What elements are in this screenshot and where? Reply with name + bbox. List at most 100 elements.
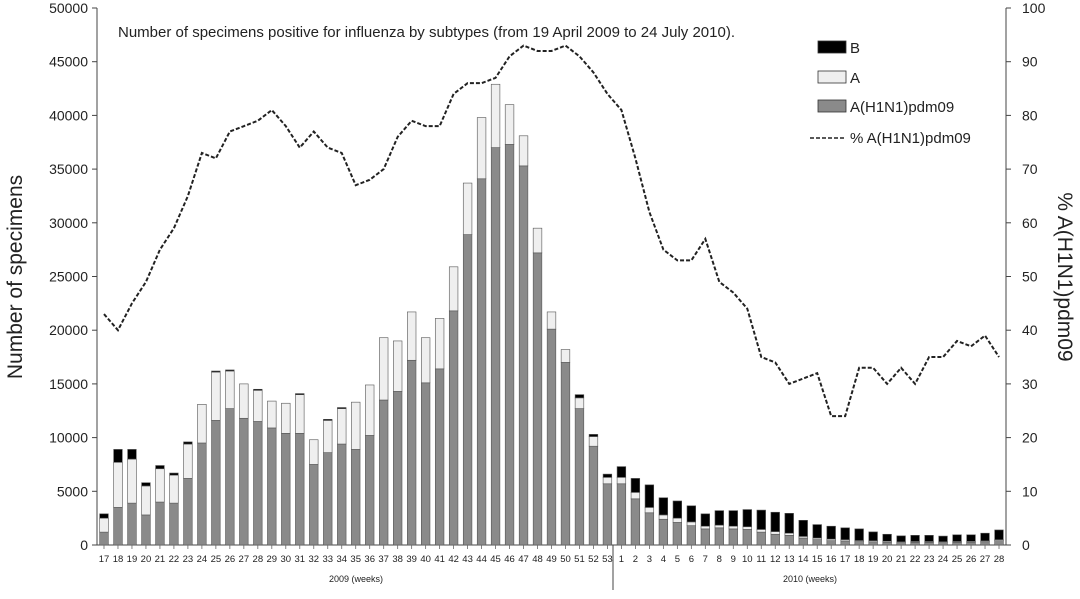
bar-h1n1pdm09 [574, 408, 585, 546]
bar-b [323, 419, 333, 421]
bar-a [113, 461, 123, 508]
bar-h1n1pdm09 [868, 541, 878, 546]
bar-a [546, 311, 557, 330]
bar-h1n1pdm09 [700, 528, 710, 546]
year-label-2010: 2010 (weeks) [783, 574, 837, 584]
bar-b [854, 528, 864, 541]
bar-b [127, 449, 137, 460]
legend-swatch-h1n1 [817, 99, 847, 113]
bar-h1n1pdm09 [337, 443, 347, 546]
bar-h1n1pdm09 [99, 531, 109, 546]
x-tick-label: 40 [420, 554, 431, 565]
y2-tick-label: 0 [1022, 537, 1030, 553]
bar-b [994, 529, 1004, 540]
y-tick-label: 50000 [49, 0, 88, 16]
x-tick-label: 22 [910, 554, 921, 565]
bar-a [602, 477, 613, 485]
x-tick-label: 18 [854, 554, 865, 565]
bar-b [924, 535, 934, 542]
x-tick-label: 21 [896, 554, 907, 565]
bar-b [155, 465, 165, 470]
x-tick-label: 12 [770, 554, 781, 565]
x-tick-label: 1 [619, 554, 624, 565]
bar-h1n1pdm09 [980, 541, 990, 546]
bar-h1n1pdm09 [113, 507, 123, 546]
bar-h1n1pdm09 [183, 478, 193, 546]
bar-b [714, 510, 724, 526]
y2-tick-label: 80 [1022, 107, 1038, 123]
x-tick-label: 36 [364, 554, 375, 565]
x-tick-label: 26 [225, 554, 236, 565]
bar-a [518, 135, 529, 167]
y-tick-label: 0 [80, 537, 88, 553]
y-tick-label: 45000 [49, 54, 88, 70]
bar-h1n1pdm09 [910, 542, 920, 546]
bar-a [295, 394, 305, 434]
y-tick-label: 30000 [49, 215, 88, 231]
bar-b [840, 527, 850, 540]
bar-a [490, 83, 501, 148]
bar-h1n1pdm09 [518, 165, 529, 546]
bar-h1n1pdm09 [351, 449, 361, 546]
x-tick-label: 32 [308, 554, 319, 565]
bar-h1n1pdm09 [407, 359, 417, 546]
percent-line [103, 44, 1000, 418]
bar-a [560, 349, 571, 363]
bar-b [141, 482, 151, 487]
bar-b [938, 535, 948, 542]
bar-b [952, 534, 962, 542]
bar-h1n1pdm09 [966, 541, 976, 546]
percent-line-group [103, 44, 1000, 418]
x-tick-label: 7 [703, 554, 708, 565]
bar-a [672, 517, 683, 523]
bar-h1n1pdm09 [141, 514, 151, 546]
bar-h1n1pdm09 [798, 537, 808, 546]
bar-a [770, 531, 780, 535]
bar-h1n1pdm09 [994, 540, 1004, 546]
x-tick-label: 45 [490, 554, 501, 565]
bar-b [868, 531, 878, 542]
left-y-ticks: 0 5000 10000 15000 20000 25000 30000 35000 40000… [49, 0, 97, 553]
x-tick-label: 4 [661, 554, 666, 565]
bar-a [686, 521, 696, 526]
legend-label-h1n1: A(H1N1)pdm09 [850, 99, 954, 116]
x-tick-label: 9 [731, 554, 736, 565]
bar-a [532, 227, 543, 254]
x-tick-label: 11 [756, 554, 766, 565]
y2-tick-label: 70 [1022, 161, 1038, 177]
bar-h1n1pdm09 [560, 362, 571, 546]
x-tick-label: 50 [560, 554, 571, 565]
x-tick-label: 29 [267, 554, 278, 565]
x-tick-label: 25 [952, 554, 963, 565]
bar-b [770, 511, 780, 532]
x-tick-label: 39 [406, 554, 417, 565]
bar-b [882, 533, 892, 542]
bar-h1n1pdm09 [504, 144, 515, 546]
x-tick-label: 23 [924, 554, 935, 565]
legend-label-a: A [850, 70, 860, 87]
x-tick-label: 3 [647, 554, 652, 565]
x-tick-label: 51 [574, 554, 585, 565]
x-tick-label: 5 [675, 554, 680, 565]
bar-a [714, 524, 724, 529]
bar-h1n1pdm09 [616, 483, 627, 546]
legend-label-percent: % A(H1N1)pdm09 [850, 130, 971, 147]
x-tick-label: 41 [434, 554, 445, 565]
x-tick-label: 17 [840, 554, 851, 565]
bar-b [686, 505, 696, 523]
x-tick-label: 37 [378, 554, 389, 565]
bar-a [169, 474, 179, 504]
bar-a [630, 492, 641, 500]
bar-h1n1pdm09 [155, 501, 165, 546]
x-tick-label: 20 [141, 554, 152, 565]
y2-tick-label: 20 [1022, 430, 1038, 446]
bar-h1n1pdm09 [952, 542, 962, 546]
x-tick-label: 26 [966, 554, 977, 565]
bar-b [588, 434, 599, 437]
bar-a [407, 311, 417, 361]
bar-h1n1pdm09 [714, 527, 724, 546]
bar-a [267, 400, 277, 429]
x-tick-label: 18 [113, 554, 124, 565]
bar-h1n1pdm09 [309, 464, 319, 546]
